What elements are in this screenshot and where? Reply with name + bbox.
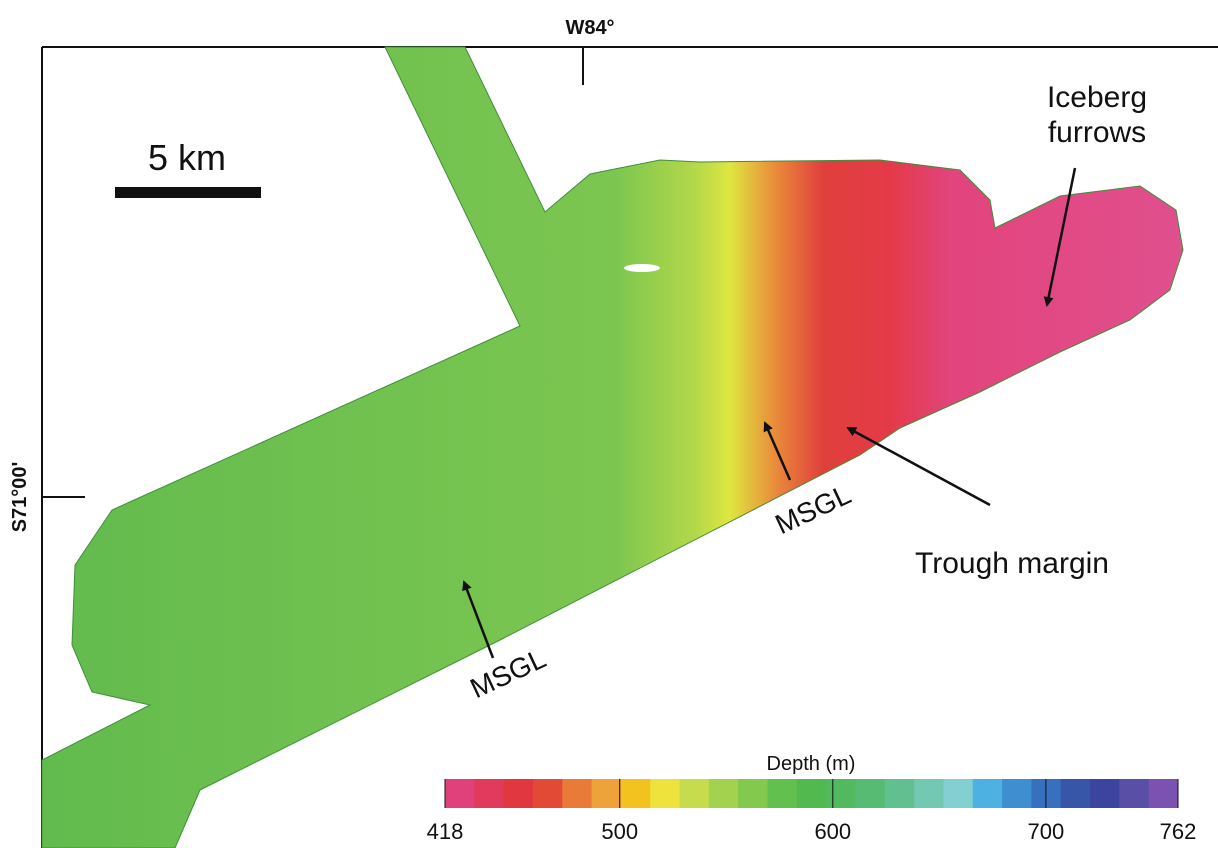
colorbar-swatch xyxy=(855,779,885,808)
colorbar-tick-label: 600 xyxy=(814,819,851,844)
colorbar-swatch xyxy=(1119,779,1149,808)
map: W84° S71°00' 5 km Iceberg furrows MSGL M… xyxy=(0,0,1218,848)
colorbar-swatch xyxy=(885,779,915,808)
colorbar-swatch xyxy=(709,779,739,808)
colorbar-swatch xyxy=(592,779,622,808)
page: { "longitude_label": "W84°", "latitude_l… xyxy=(0,0,1218,848)
colorbar-swatch xyxy=(797,779,827,808)
colorbar-swatch xyxy=(445,779,475,808)
colorbar-swatch xyxy=(973,779,1003,808)
colorbar-tick-label: 700 xyxy=(1028,819,1065,844)
annotation: Trough margin xyxy=(915,547,1109,580)
longitude-label: W84° xyxy=(565,17,614,39)
colorbar-swatch xyxy=(943,779,973,808)
colorbar-tick-label: 500 xyxy=(601,819,638,844)
colorbar-swatch xyxy=(562,779,592,808)
annotation: Iceberg xyxy=(1047,81,1147,114)
colorbar-swatch xyxy=(738,779,768,808)
annotation: MSGL xyxy=(465,643,550,705)
colorbar-title: Depth (m) xyxy=(767,753,856,775)
colorbar-swatch xyxy=(680,779,710,808)
colorbar-tick-label: 762 xyxy=(1160,819,1197,844)
colorbar-swatch xyxy=(914,779,944,808)
colorbar-swatch xyxy=(621,779,651,808)
colorbar-swatch xyxy=(504,779,534,808)
colorbar-swatch xyxy=(1061,779,1091,808)
scale-bar xyxy=(115,187,261,198)
latitude-label: S71°00' xyxy=(9,462,31,533)
colorbar-swatch xyxy=(768,779,798,808)
colorbar-swatch xyxy=(533,779,563,808)
arrow xyxy=(848,428,990,505)
annotation: furrows xyxy=(1048,116,1146,149)
colorbar-swatch xyxy=(826,779,856,808)
colorbar-swatch xyxy=(1002,779,1032,808)
colorbar-swatch xyxy=(1149,779,1179,808)
scale-bar-label: 5 km xyxy=(148,137,226,178)
colorbar-swatch xyxy=(1090,779,1120,808)
data-gap xyxy=(624,264,660,272)
colorbar-swatch xyxy=(474,779,504,808)
colorbar-tick-label: 418 xyxy=(427,819,464,844)
colorbar-swatch xyxy=(650,779,680,808)
